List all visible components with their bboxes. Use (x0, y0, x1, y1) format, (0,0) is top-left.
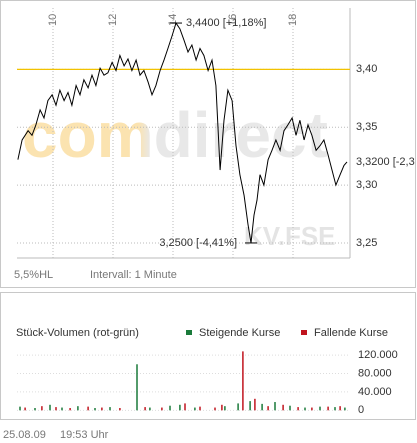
x-tick-label: 12 (107, 14, 119, 26)
volume-bar (221, 404, 223, 411)
volume-bar (61, 407, 63, 411)
volume-bar (242, 351, 244, 411)
note: 5,5%HL (14, 269, 53, 281)
annotation: 3,3200 [-2,3 (356, 156, 415, 168)
volume-bar (34, 408, 36, 411)
price-line (17, 21, 348, 244)
volume-bar (249, 401, 251, 411)
y-tick-label: 80.000 (358, 367, 392, 379)
legend-label: Steigende Kurse (199, 327, 280, 339)
volume-bar (161, 407, 163, 411)
volume-bar (297, 407, 299, 411)
volume-bar (109, 407, 111, 411)
volume-bar (339, 406, 341, 411)
volume-bar (69, 408, 71, 411)
volume-title: Stück-Volumen (rot-grün) (16, 327, 139, 339)
watermark: comdirect (22, 99, 328, 171)
volume-bar (334, 407, 336, 411)
legend-label: Fallende Kurse (314, 327, 388, 339)
legend-swatch (186, 330, 192, 335)
x-tick-label: 16 (227, 14, 239, 26)
volume-bar (214, 407, 216, 411)
x-tick-label: 18 (287, 14, 299, 26)
volume-bar (101, 407, 103, 411)
y-tick-label: 120.000 (358, 349, 398, 361)
note: Intervall: 1 Minute (90, 269, 177, 281)
volume-bar (24, 407, 26, 411)
legend-swatch (301, 330, 307, 335)
price-panel (0, 0, 416, 288)
volume-bar (199, 406, 201, 411)
volume-bar (237, 403, 239, 411)
volume-bar (149, 407, 151, 411)
volume-bar (119, 408, 121, 411)
volume-bar (49, 404, 51, 411)
volume-bar (94, 408, 96, 411)
volume-bar (289, 405, 291, 411)
volume-bar (311, 407, 313, 411)
y-tick-label: 3,35 (356, 121, 377, 133)
y-tick-label: 0 (358, 404, 364, 416)
volume-bar (136, 364, 138, 411)
x-tick-label: 10 (47, 14, 59, 26)
volume-bar (169, 405, 171, 411)
footer-time: 19:53 Uhr (60, 429, 109, 441)
y-tick-label: 3,25 (356, 237, 377, 249)
volume-bar (282, 404, 284, 411)
volume-bar (274, 402, 276, 411)
volume-bar (344, 407, 346, 411)
source: KV.FSE (244, 221, 336, 251)
volume-bar (327, 406, 329, 411)
volume-bar (261, 403, 263, 411)
volume-panel (0, 292, 416, 420)
volume-bar (267, 406, 269, 411)
y-tick-label: 40.000 (358, 386, 392, 398)
volume-bar (194, 407, 196, 411)
footer-date: 25.08.09 (3, 429, 46, 441)
annotation: 3,2500 [-4,41%] (159, 237, 237, 249)
volume-bar (254, 398, 256, 411)
volume-bar (319, 406, 321, 411)
volume-bar (55, 407, 57, 411)
y-tick-label: 3,40 (356, 63, 377, 75)
annotation: 3,4400 [+1,18%] (186, 17, 266, 29)
volume-bar (41, 406, 43, 411)
volume-bar (19, 406, 21, 411)
volume-bar (87, 406, 89, 411)
volume-bar (179, 404, 181, 411)
volume-bar (304, 407, 306, 411)
volume-bar (77, 406, 79, 411)
y-tick-label: 3,30 (356, 179, 377, 191)
volume-bar (224, 406, 226, 411)
volume-bar (144, 407, 146, 411)
volume-bar (184, 403, 186, 411)
